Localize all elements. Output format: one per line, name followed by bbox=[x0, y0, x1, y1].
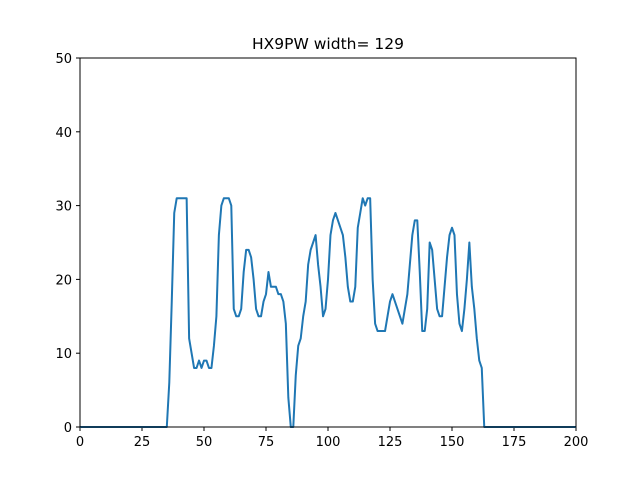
y-tick-label: 50 bbox=[55, 52, 72, 67]
y-tick-label: 10 bbox=[55, 347, 72, 362]
x-tick-label: 50 bbox=[196, 435, 213, 450]
x-tick-label: 25 bbox=[134, 435, 151, 450]
y-tick-label: 40 bbox=[55, 126, 72, 141]
x-tick-label: 0 bbox=[76, 435, 84, 450]
line-series bbox=[80, 197, 576, 428]
x-tick-label: 125 bbox=[378, 435, 403, 450]
x-tick-label: 175 bbox=[502, 435, 527, 450]
x-tick-label: 75 bbox=[258, 435, 275, 450]
x-tick-label: 200 bbox=[564, 435, 589, 450]
y-tick-label: 20 bbox=[55, 273, 72, 288]
y-tick-label: 0 bbox=[64, 421, 72, 436]
x-tick-label: 150 bbox=[440, 435, 465, 450]
x-tick-label: 100 bbox=[316, 435, 341, 450]
y-tick-label: 30 bbox=[55, 200, 72, 215]
chart-title: HX9PW width= 129 bbox=[252, 35, 404, 53]
plot-frame bbox=[79, 57, 577, 428]
